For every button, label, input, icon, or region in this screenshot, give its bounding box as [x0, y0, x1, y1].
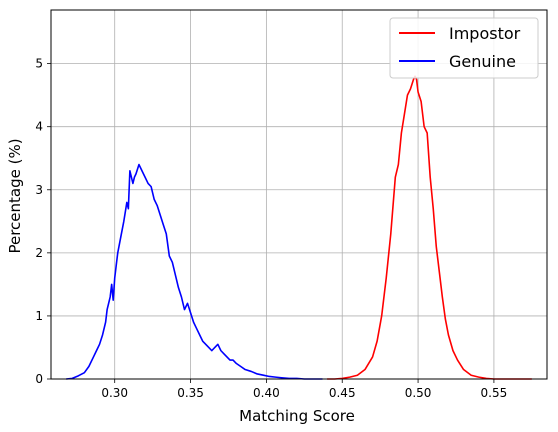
plot-frame — [50, 9, 548, 380]
legend-label-genuine: Genuine — [449, 52, 516, 71]
y-tick-label: 1 — [35, 309, 43, 323]
x-tick-label: 0.55 — [481, 386, 508, 400]
series-layer — [66, 75, 532, 380]
grid-lines — [51, 10, 547, 380]
x-axis-label: Matching Score — [239, 407, 355, 425]
x-tick-label: 0.30 — [101, 386, 128, 400]
x-tick-label: 0.50 — [405, 386, 432, 400]
y-tick-label: 3 — [35, 183, 43, 197]
legend: Impostor Genuine — [389, 17, 539, 79]
x-tick-label: 0.35 — [177, 386, 204, 400]
y-axis-label: Percentage (%) — [6, 138, 24, 253]
legend-label-impostor: Impostor — [449, 24, 521, 43]
x-tick-label: 0.40 — [253, 386, 280, 400]
x-tick-label: 0.45 — [329, 386, 356, 400]
y-tick-label: 2 — [35, 246, 43, 260]
y-tick-label: 0 — [35, 372, 43, 386]
axis-ticks: 0.30 0.35 0.40 0.45 0.50 0.55 0 1 2 3 4 5 — [35, 57, 507, 400]
series-line-genuine — [66, 163, 323, 380]
y-tick-label: 5 — [35, 57, 43, 71]
series-line-impostor — [327, 75, 532, 380]
y-tick-label: 4 — [35, 120, 43, 134]
